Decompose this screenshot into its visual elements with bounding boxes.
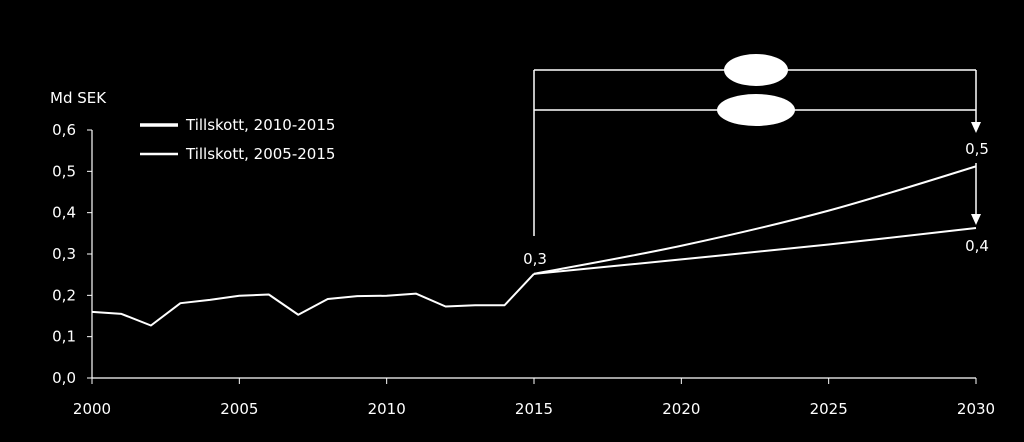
bracket-ellipse-top: [724, 54, 788, 86]
label-layer: 0,3 0,5 0,4: [523, 140, 989, 268]
axes: 0,0 0,1 0,2 0,3 0,4 0,5 0,6 2000 2005 2010 2015 202…: [50, 89, 995, 418]
bracket-layer: [533, 54, 981, 236]
y-tick-label: 0,0: [52, 369, 76, 387]
bracket-ellipse-bottom: [717, 94, 795, 126]
y-tick-label: 0,3: [52, 245, 76, 263]
y-tick-label: 0,2: [52, 286, 76, 304]
data-label: 0,5: [965, 140, 989, 158]
x-tick-label: 2005: [220, 400, 258, 418]
x-tick-label: 2030: [957, 400, 995, 418]
x-tick-label: 2020: [662, 400, 700, 418]
y-tick-label: 0,1: [52, 328, 76, 346]
y-tick-label: 0,4: [52, 204, 76, 222]
series-line-tillskott-2005-2015: [533, 226, 977, 275]
arrow-head-lower: [971, 214, 981, 225]
data-label: 0,4: [965, 237, 989, 255]
legend: Tillskott, 2010-2015 Tillskott, 2005-2015: [140, 116, 335, 163]
arrow-head-upper: [971, 122, 981, 133]
y-axis-title: Md SEK: [50, 89, 107, 107]
legend-label: Tillskott, 2010-2015: [185, 116, 335, 134]
series-line-tillskott-2010-2015: [533, 165, 977, 275]
x-tick-label: 2010: [368, 400, 406, 418]
x-tick-label: 2000: [73, 400, 111, 418]
data-label: 0,3: [523, 250, 547, 268]
series-line-historical: [91, 273, 535, 327]
series-layer: [91, 165, 977, 327]
x-tick-label: 2025: [810, 400, 848, 418]
y-tick-label: 0,6: [52, 121, 76, 139]
y-tick-label: 0,5: [52, 162, 76, 180]
legend-label: Tillskott, 2005-2015: [185, 145, 335, 163]
x-tick-label: 2015: [515, 400, 553, 418]
